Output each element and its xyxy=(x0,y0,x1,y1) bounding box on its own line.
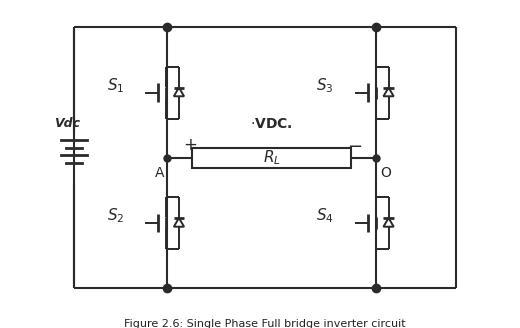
Text: O: O xyxy=(380,166,391,180)
Text: +: + xyxy=(183,136,197,154)
Text: Figure 2.6: Single Phase Full bridge inverter circuit: Figure 2.6: Single Phase Full bridge inv… xyxy=(124,318,406,328)
Text: $-$: $-$ xyxy=(346,136,362,154)
Text: $\cdot$VDC.: $\cdot$VDC. xyxy=(250,117,293,132)
Text: $S_3$: $S_3$ xyxy=(317,76,334,95)
Text: $S_1$: $S_1$ xyxy=(107,76,124,95)
Text: Vdc: Vdc xyxy=(54,117,80,130)
Text: $S_2$: $S_2$ xyxy=(107,207,124,225)
Text: A: A xyxy=(155,166,165,180)
Text: $R_L$: $R_L$ xyxy=(263,149,281,167)
Bar xyxy=(192,148,351,168)
Text: $S_4$: $S_4$ xyxy=(316,207,334,225)
